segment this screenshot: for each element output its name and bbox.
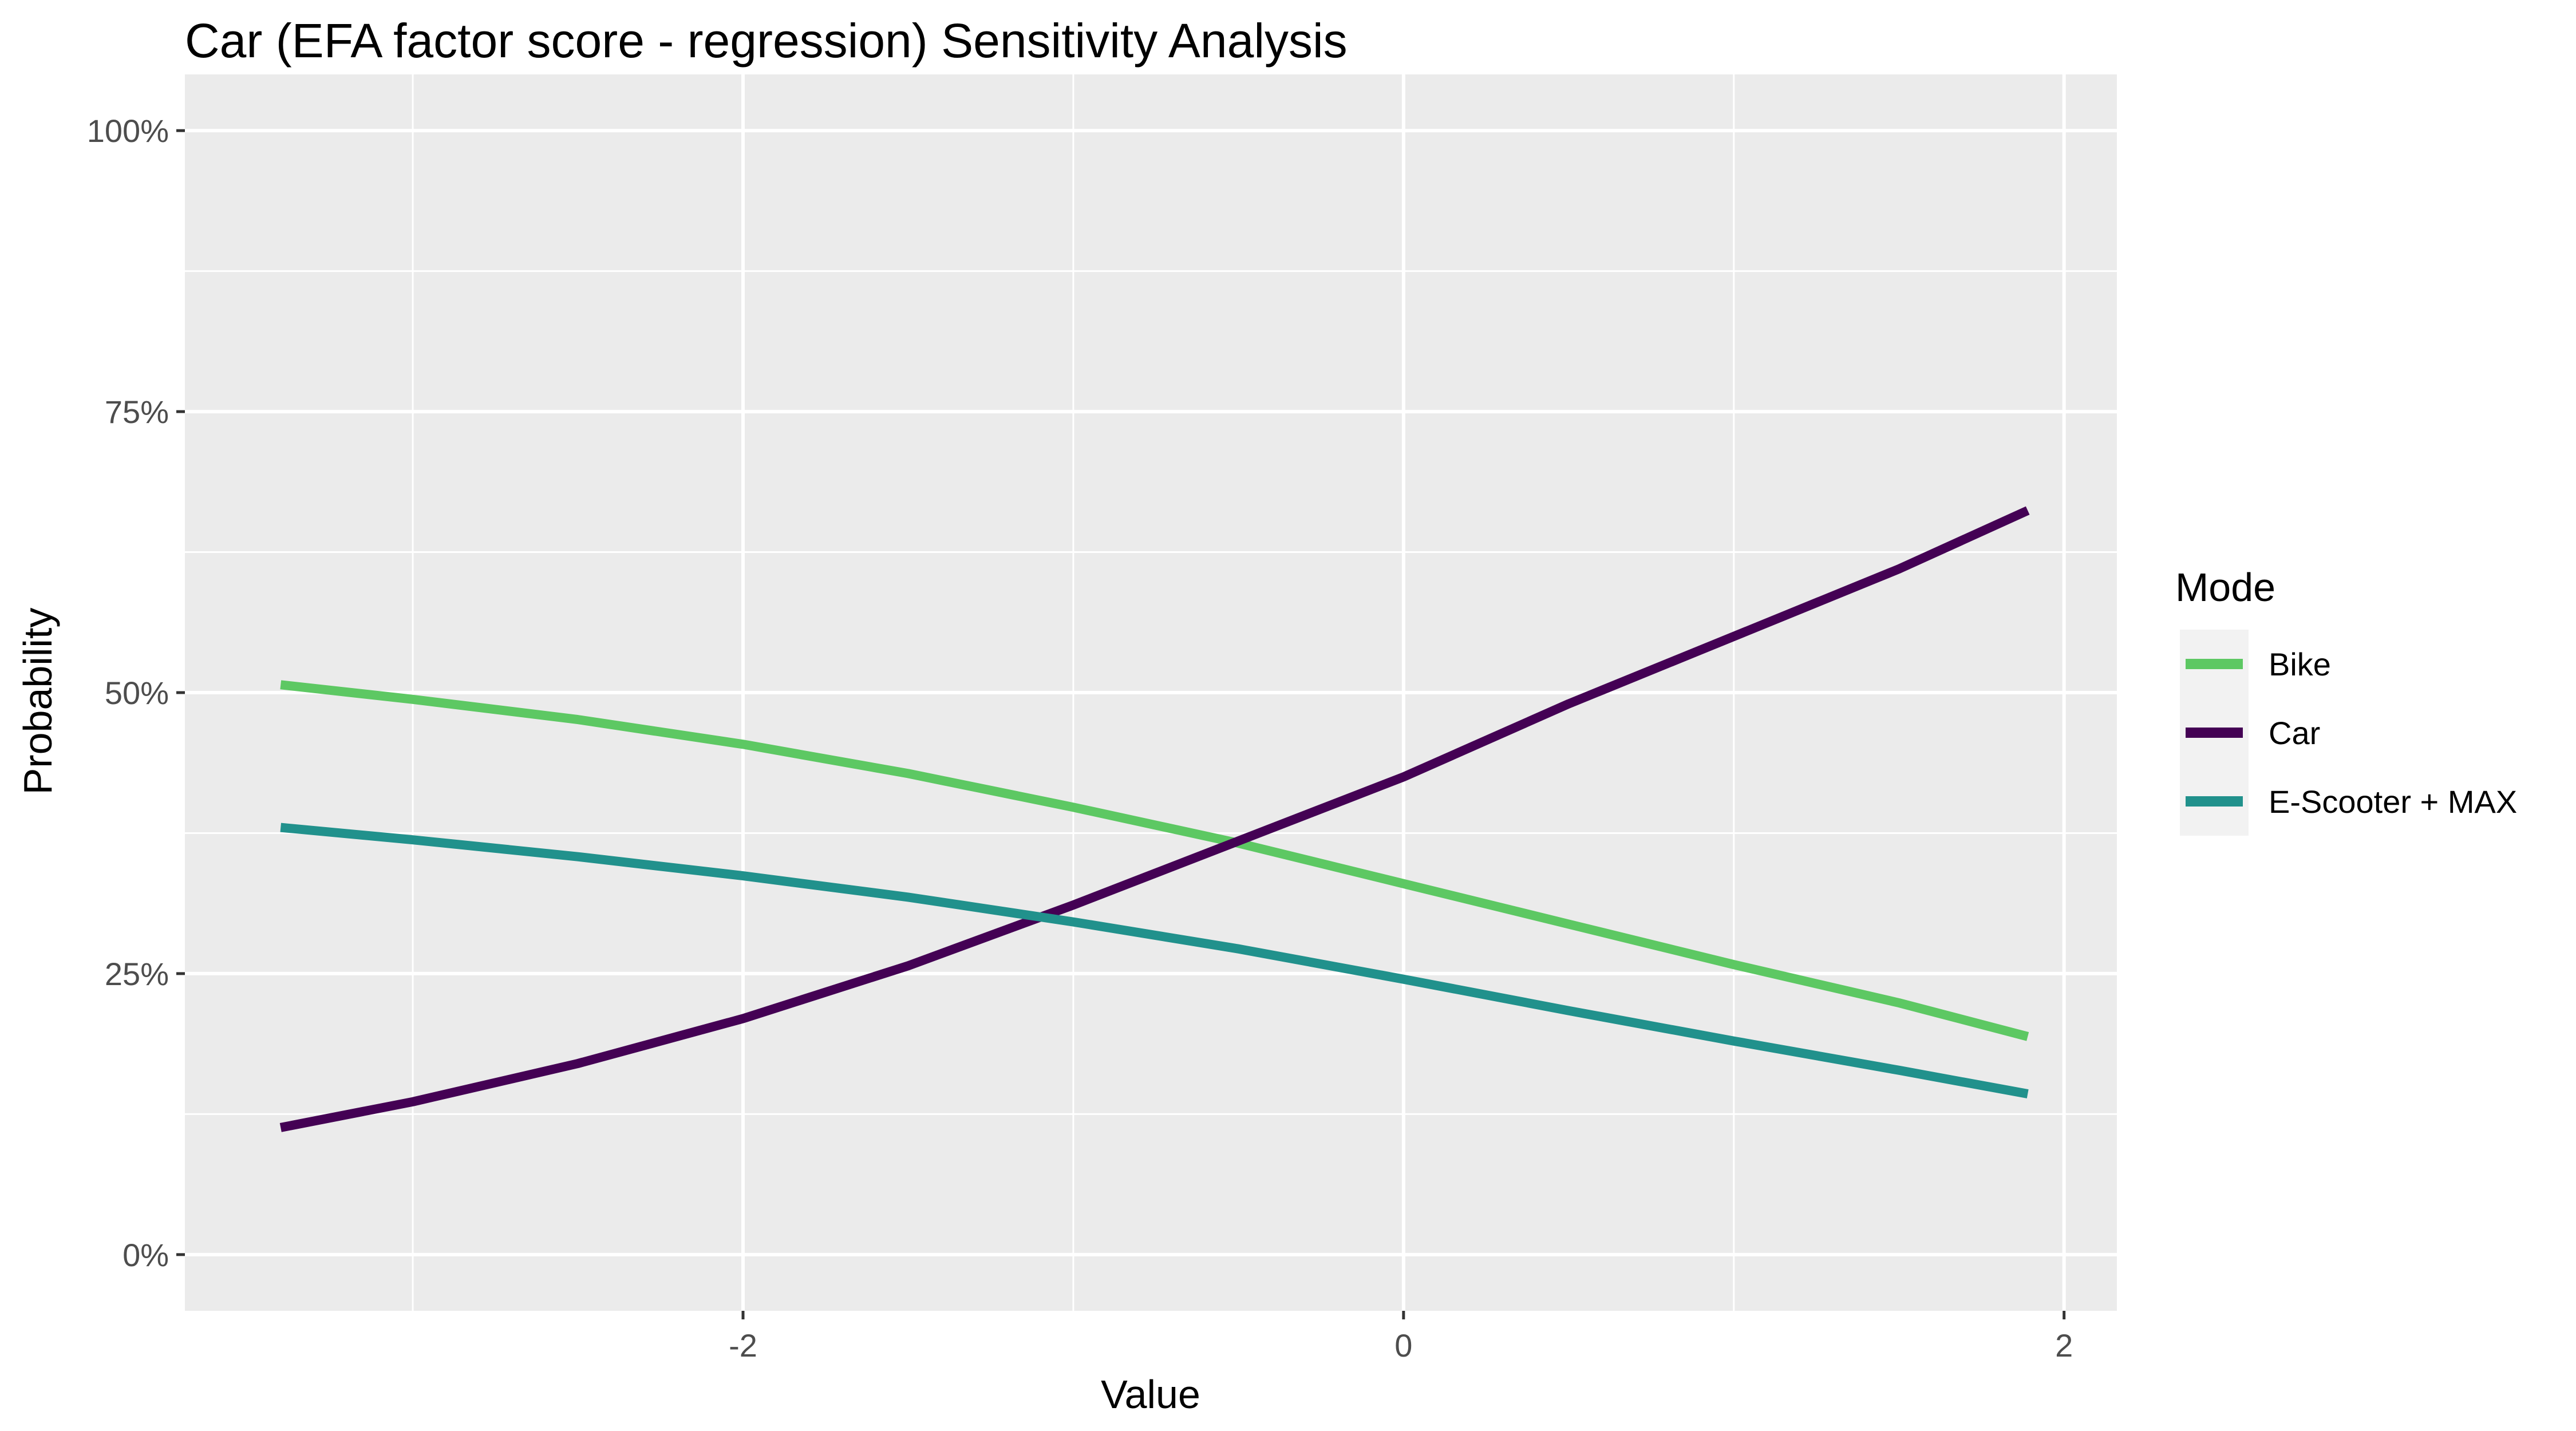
series-lines	[279, 506, 2030, 1132]
y-axis-title: Probability	[15, 608, 60, 795]
y-tick-label: 75%	[105, 394, 169, 430]
x-tick-label: 0	[1394, 1327, 1412, 1363]
series-line-bike	[280, 680, 2029, 1041]
y-tick-label: 50%	[105, 675, 169, 711]
major-gridlines	[185, 74, 2117, 1311]
chart-title: Car (EFA factor score - regression) Sens…	[185, 14, 1348, 68]
y-tick-label: 0%	[123, 1237, 169, 1273]
series-line-car	[279, 506, 2030, 1132]
y-axis: 0% 25% 50% 75% 100%	[87, 113, 185, 1273]
y-tick-label: 100%	[87, 113, 169, 149]
legend: Mode Bike Car E-Scooter + MAX	[2175, 565, 2517, 836]
legend-title: Mode	[2175, 565, 2275, 610]
x-tick-label: 2	[2055, 1327, 2073, 1363]
legend-label: E-Scooter + MAX	[2269, 784, 2517, 820]
x-axis-title: Value	[1101, 1372, 1200, 1417]
legend-label: Bike	[2269, 646, 2331, 682]
x-tick-label: -2	[729, 1327, 757, 1363]
x-axis: -2 0 2	[729, 1311, 2073, 1363]
series-line-e-scooter-max	[280, 823, 2029, 1098]
legend-label: Car	[2269, 715, 2320, 751]
y-tick-label: 25%	[105, 956, 169, 992]
